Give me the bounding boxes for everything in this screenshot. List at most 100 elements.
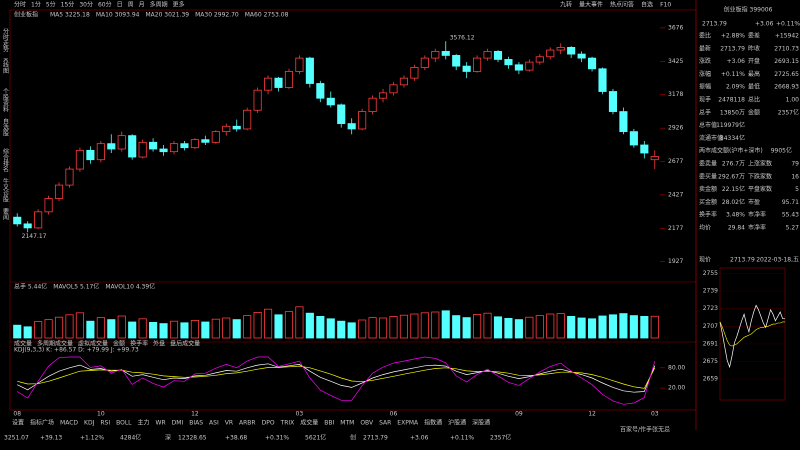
toolbar-tab[interactable]: 更多 — [173, 1, 185, 9]
candle-body — [295, 57, 304, 72]
indicator-tab[interactable]: 成交量 — [300, 419, 318, 427]
toolbar-right-tab[interactable]: 九转 — [560, 1, 572, 9]
indicator-tab[interactable]: MACD — [60, 420, 78, 427]
side-tab[interactable]: 牛叉诊股 — [2, 177, 9, 203]
y-tick-label: 1927 — [668, 258, 683, 265]
date-label: 03 — [296, 411, 304, 418]
quote-label: 最高 — [748, 70, 760, 78]
quote-label: 涨幅 — [699, 70, 711, 78]
ticker-item: +39.13 — [40, 435, 62, 442]
indicator-tab[interactable]: ASI — [209, 420, 219, 427]
indicator-tab[interactable]: 沪股通 — [448, 419, 466, 427]
volume-bar — [54, 316, 64, 339]
side-tab[interactable]: 自选股 — [2, 117, 9, 137]
quote-value: +3.06 — [727, 58, 746, 65]
quote-value: 2693.15 — [774, 58, 799, 65]
volume-header: MAVOL10 4.39亿 — [105, 283, 155, 291]
candle-body — [473, 57, 482, 72]
candle-body — [232, 125, 241, 130]
indicator-tab[interactable]: ARBR — [239, 420, 256, 427]
side-tab[interactable]: 综合排名 — [2, 147, 9, 173]
candle-body — [504, 59, 513, 66]
toolbar-tab[interactable]: 日 — [117, 2, 123, 9]
toolbar-right-tab[interactable]: F10 — [660, 2, 671, 9]
indicator-tab[interactable]: OBV — [360, 420, 374, 427]
indicator-tab[interactable]: KDJ — [84, 420, 95, 427]
volume-bar — [128, 321, 137, 339]
volume-bar — [473, 313, 482, 339]
ma-label: MA30 2992.70 — [195, 12, 239, 19]
toolbar-tab[interactable]: 60分 — [98, 1, 112, 9]
ticker-item: 2357亿 — [490, 434, 511, 442]
indicator-tab[interactable]: RSI — [100, 420, 110, 427]
volume-bar — [535, 315, 544, 339]
toolbar-tab[interactable]: 月 — [139, 2, 145, 9]
quote-value: 95.71 — [782, 199, 799, 206]
quote-label: 平盘家数 — [748, 185, 772, 193]
indicator-tab[interactable]: BBI — [324, 420, 334, 427]
indicator-tab[interactable]: DPO — [262, 420, 275, 427]
indicator-tab[interactable]: MTM — [340, 420, 354, 427]
volume-tab[interactable]: 金额 — [113, 340, 125, 348]
toolbar-tab[interactable]: 多周期 — [150, 1, 168, 9]
toolbar-tab[interactable]: 15分 — [61, 1, 75, 9]
intraday-tick-label: 2659 — [703, 376, 718, 383]
indicator-tab[interactable]: 深股通 — [472, 419, 490, 427]
volume-bar — [546, 313, 555, 339]
volume-bar — [159, 323, 168, 339]
side-tab[interactable]: 分时走势 — [2, 27, 9, 53]
toolbar-right-tab[interactable]: 自选 — [641, 1, 653, 9]
volume-bar — [86, 320, 95, 339]
volume-bar — [608, 314, 618, 339]
volume-tab[interactable]: 虚拟成交量 — [78, 340, 108, 348]
volume-tab[interactable]: 成交量 — [14, 340, 32, 348]
side-tab[interactable]: 要闻 — [2, 208, 9, 221]
volume-tab[interactable]: 盘后成交量 — [170, 340, 200, 348]
candle-body — [347, 123, 356, 130]
indicator-tab[interactable]: 设置 — [12, 419, 24, 427]
volume-tab[interactable]: 换手率 — [130, 340, 148, 348]
quote-label: 委差 — [748, 32, 760, 40]
indicator-tab[interactable]: BIAS — [189, 420, 203, 427]
toolbar-right-tab[interactable]: 量大事件 — [579, 1, 603, 9]
candle-body — [117, 135, 126, 150]
side-tab[interactable]: K线图 — [2, 58, 9, 75]
toolbar-tab[interactable]: 1分 — [31, 1, 41, 9]
candle-body — [452, 55, 461, 67]
quote-label: 流通市值 — [699, 134, 723, 142]
toolbar-right-tab[interactable]: 热点问答 — [610, 1, 634, 9]
indicator-tab[interactable]: EXPMA — [397, 420, 419, 427]
volume-bar — [201, 321, 210, 339]
toolbar-tab[interactable]: 30分 — [79, 1, 93, 9]
candle-body — [274, 77, 283, 88]
indicator-tab[interactable]: TRIX — [280, 420, 295, 427]
candle-body — [420, 57, 429, 68]
toolbar-tab[interactable]: 周 — [128, 2, 134, 9]
intraday-avg — [719, 321, 785, 347]
indicator-tab[interactable]: 主力 — [138, 419, 150, 427]
toolbar-tab[interactable]: 5分 — [46, 1, 56, 9]
indicator-tab[interactable]: DMI — [172, 420, 184, 427]
indicator-tab[interactable]: VR — [225, 420, 233, 427]
side-tab[interactable]: 个股资料 — [2, 88, 9, 113]
kdj-tick-label: 80.00 — [668, 364, 685, 371]
quote-label: 总比 — [748, 96, 760, 104]
indicator-tab[interactable]: 指数通 — [424, 419, 442, 427]
indicator-tab[interactable]: 指标广场 — [30, 419, 54, 427]
toolbar-tab[interactable]: 分时 — [14, 1, 26, 9]
candle-body — [180, 143, 189, 149]
volume-bar — [23, 326, 32, 339]
candle-body — [556, 47, 565, 51]
indicator-tab[interactable]: BOLL — [116, 420, 132, 427]
indicator-tab[interactable]: WR — [156, 420, 166, 427]
ticker-item: +0.31% — [265, 435, 289, 442]
ma-label: MA60 2753.08 — [245, 12, 289, 19]
indicator-tab[interactable]: SAR — [379, 420, 391, 427]
volume-tab[interactable]: 多周期成交量 — [37, 340, 73, 348]
date-label: 03 — [651, 411, 659, 418]
intraday-date: 2022-03-18,五 — [756, 257, 799, 264]
high-annotation: 3576.12 — [450, 35, 475, 42]
volume-tab[interactable]: 外盘 — [153, 340, 165, 348]
